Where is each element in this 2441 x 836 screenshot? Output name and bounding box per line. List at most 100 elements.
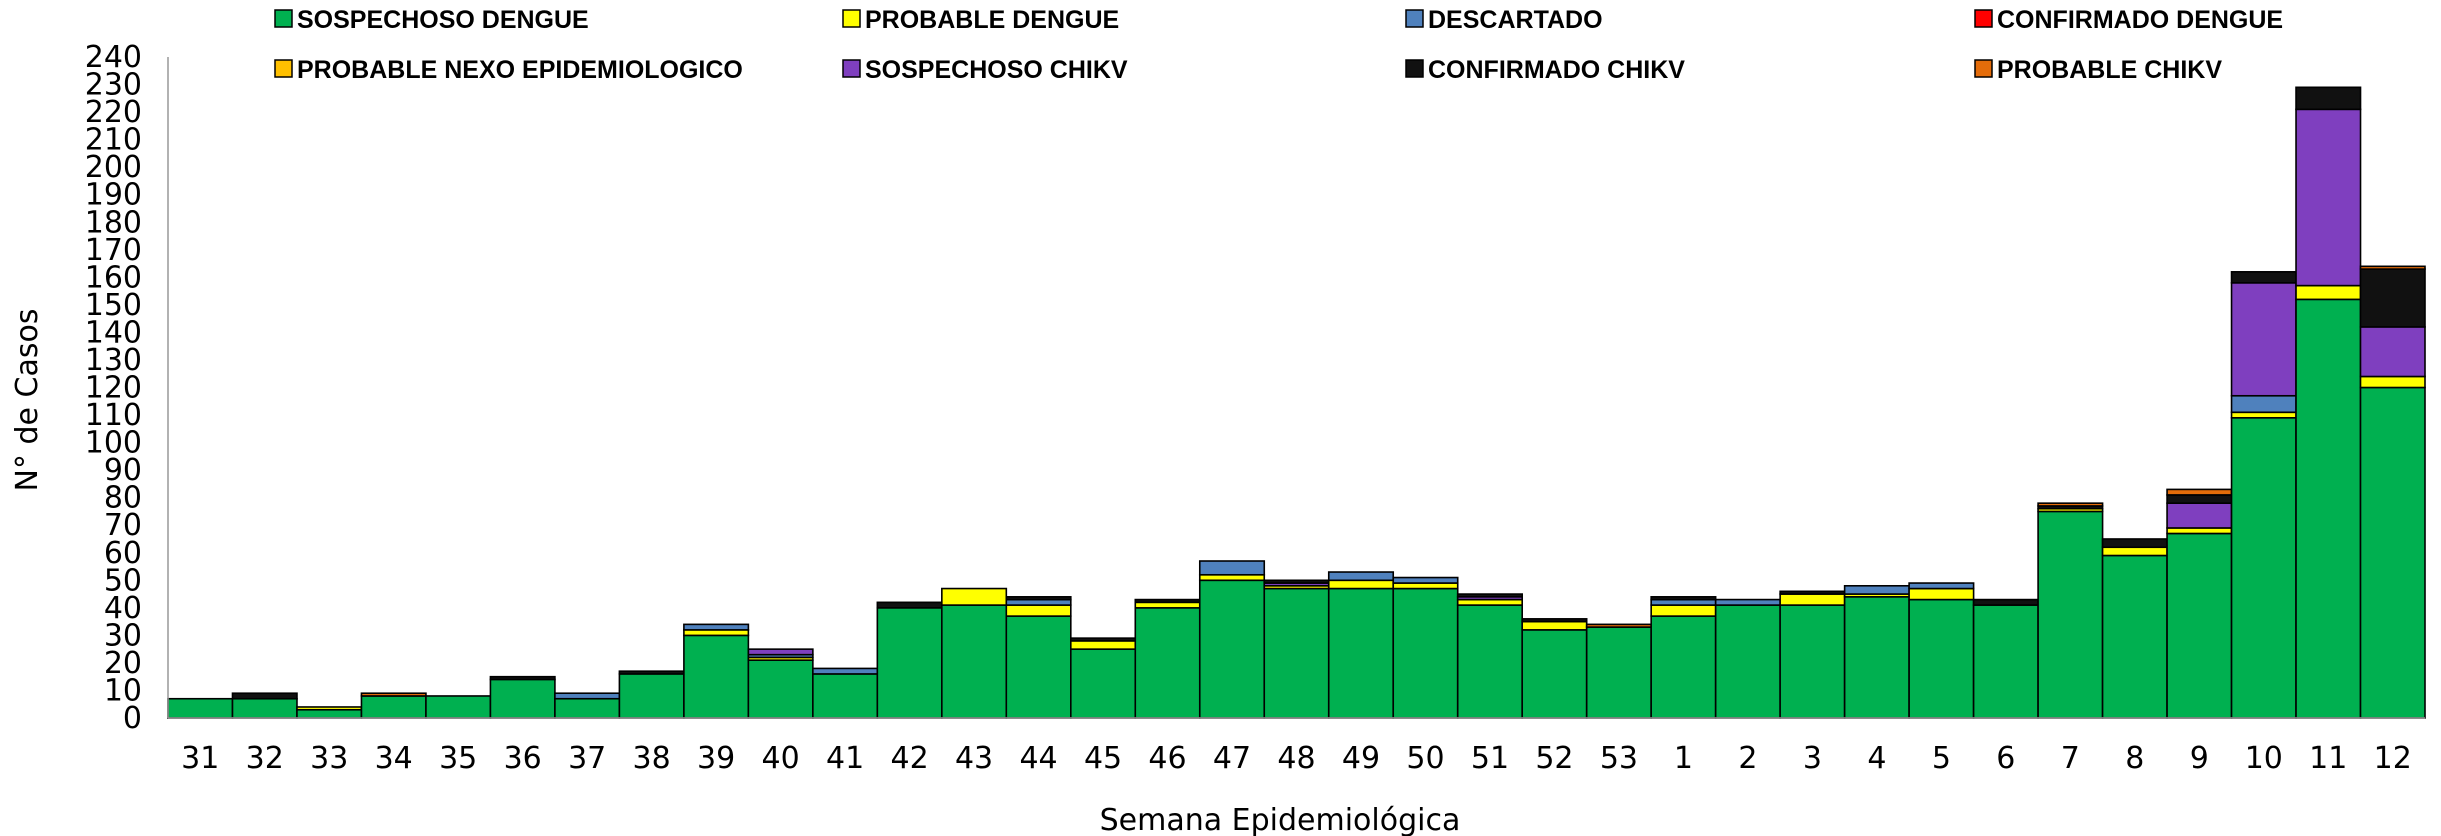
bar-segment-confirmado-chikv [1134, 598, 1201, 604]
bar-segment-probable-dengue [2295, 284, 2362, 301]
bar-stack-week-12 [2359, 265, 2426, 719]
bar-stack-week-49 [1327, 571, 1395, 719]
x-tick-label: 50 [1406, 741, 1444, 776]
bar-segment-descartado [1908, 582, 1975, 590]
bar-segment-probable-dengue [2359, 375, 2426, 389]
bar-segment-sospechoso-dengue [1908, 598, 1975, 719]
bar-stack-week-1 [1650, 596, 1717, 719]
x-tick-label: 48 [1277, 741, 1315, 776]
legend-item-confirmado-dengue: CONFIRMADO DENGUE [1974, 6, 2283, 34]
legend-label: PROBABLE CHIKV [1997, 56, 2222, 84]
bar-segment-sospechoso-dengue [1972, 604, 2039, 719]
bar-segment-confirmado-chikv [1263, 579, 1330, 584]
bar-segment-sospechoso-dengue [618, 673, 685, 719]
bar-segment-descartado [1714, 598, 1781, 606]
x-tick-label: 12 [2374, 741, 2412, 776]
bar-segment-probable-dengue [1005, 604, 1072, 617]
x-tick-label: 47 [1213, 741, 1251, 776]
bar-segment-confirmado-chikv [231, 692, 298, 700]
bar-segment-sospechoso-dengue [2230, 416, 2297, 719]
bar-segment-sospechoso-dengue [1843, 596, 1910, 719]
legend-label: SOSPECHOSO DENGUE [297, 6, 589, 34]
bar-segment-sospechoso-dengue [231, 697, 298, 719]
bar-segment-sospechoso-dengue [1650, 615, 1717, 719]
bar-stack-week-5 [1908, 582, 1975, 719]
bar-segment-probable-dengue [296, 706, 363, 711]
x-tick-label: 5 [1932, 741, 1951, 776]
bar-segment-descartado [812, 667, 879, 675]
bar-segment-sospechoso-dengue [167, 697, 234, 719]
bar-segment-sospechoso-chikv [747, 648, 814, 656]
x-tick-label: 2 [1738, 741, 1757, 776]
x-tick-label: 43 [955, 741, 993, 776]
bar-stack-week-48 [1263, 579, 1330, 719]
bars [167, 86, 2426, 719]
bar-stack-week-4 [1843, 584, 1910, 719]
bar-segment-sospechoso-chikv [2295, 108, 2362, 287]
y-tick-label: 100 [85, 426, 142, 461]
legend-item-probable-chikv: PROBABLE CHIKV [1974, 56, 2222, 84]
y-tick-label: 130 [85, 343, 142, 378]
bar-segment-probable-dengue [1650, 604, 1717, 617]
legend-item-sospechoso-chikv: SOSPECHOSO CHIKV [842, 56, 1128, 84]
bar-stack-week-36 [489, 675, 556, 719]
legend-label: CONFIRMADO CHIKV [1428, 56, 1685, 84]
bar-segment-sospechoso-dengue [1521, 629, 1588, 719]
bar-stack-week-7 [2037, 502, 2104, 719]
bar-segment-probable-dengue [1456, 598, 1523, 606]
bar-segment-sospechoso-dengue [1134, 607, 1201, 719]
bar-segment-sospechoso-dengue [1198, 579, 1266, 719]
x-axis-title: Semana Epidemiológica [1100, 803, 1461, 836]
bar-segment-sospechoso-dengue [1456, 604, 1523, 719]
bar-stack-week-34 [360, 692, 427, 719]
x-tick-label: 36 [504, 741, 542, 776]
bar-segment-probable-chikv [2166, 488, 2233, 496]
bar-segment-sospechoso-dengue [1327, 587, 1395, 719]
bar-segment-probable-dengue [1198, 573, 1266, 582]
x-tick-label: 31 [181, 741, 219, 776]
x-tick-label: 35 [439, 741, 477, 776]
y-tick-label: 90 [104, 453, 142, 488]
bar-segment-descartado [1005, 598, 1072, 606]
bar-stack-week-9 [2166, 488, 2233, 719]
bar-stack-week-3 [1779, 590, 1846, 719]
bar-stack-week-52 [1521, 618, 1588, 719]
bar-segment-probable-dengue [2230, 411, 2297, 419]
x-tick-label: 45 [1084, 741, 1122, 776]
y-tick-label: 180 [85, 205, 142, 240]
y-tick-label: 50 [104, 563, 142, 598]
x-tick-label: 9 [2190, 741, 2209, 776]
bar-segment-descartado [1650, 598, 1717, 606]
bar-stack-week-51 [1456, 593, 1523, 719]
y-tick-label: 170 [85, 233, 142, 268]
bar-stack-week-35 [425, 695, 492, 719]
bar-segment-sospechoso-dengue [425, 695, 492, 719]
bar-stack-week-42 [876, 601, 943, 719]
legend-swatch [1405, 59, 1424, 78]
bar-segment-confirmado-chikv [1005, 596, 1072, 601]
y-tick-label: 220 [85, 95, 142, 130]
bar-segment-sospechoso-dengue [812, 673, 879, 719]
y-tick-label: 240 [85, 40, 142, 75]
bar-segment-sospechoso-dengue [2295, 298, 2362, 719]
legend-item-probable-nexo-epidemiologico: PROBABLE NEXO EPIDEMIOLOGICO [274, 56, 743, 84]
bar-stack-week-47 [1198, 560, 1266, 719]
bar-segment-confirmado-chikv [2230, 271, 2297, 284]
y-axis-ticks: 0102030405060708090100110120130140150160… [85, 40, 142, 736]
bar-segment-descartado [2230, 394, 2297, 414]
bar-segment-descartado [1843, 584, 1910, 595]
y-tick-label: 40 [104, 591, 142, 626]
x-tick-label: 42 [890, 741, 928, 776]
x-tick-label: 10 [2245, 741, 2283, 776]
y-tick-label: 0 [123, 701, 142, 736]
bar-stack-week-40 [747, 648, 814, 719]
y-tick-label: 140 [85, 315, 142, 350]
legend-swatch [1974, 9, 1993, 28]
bar-segment-sospechoso-dengue [683, 634, 750, 719]
y-tick-label: 110 [85, 398, 142, 433]
bar-segment-sospechoso-chikv [2230, 282, 2297, 397]
x-tick-label: 41 [826, 741, 864, 776]
x-tick-label: 44 [1019, 741, 1057, 776]
legend: SOSPECHOSO DENGUE PROBABLE DENGUE DESCARTA… [274, 6, 2283, 84]
